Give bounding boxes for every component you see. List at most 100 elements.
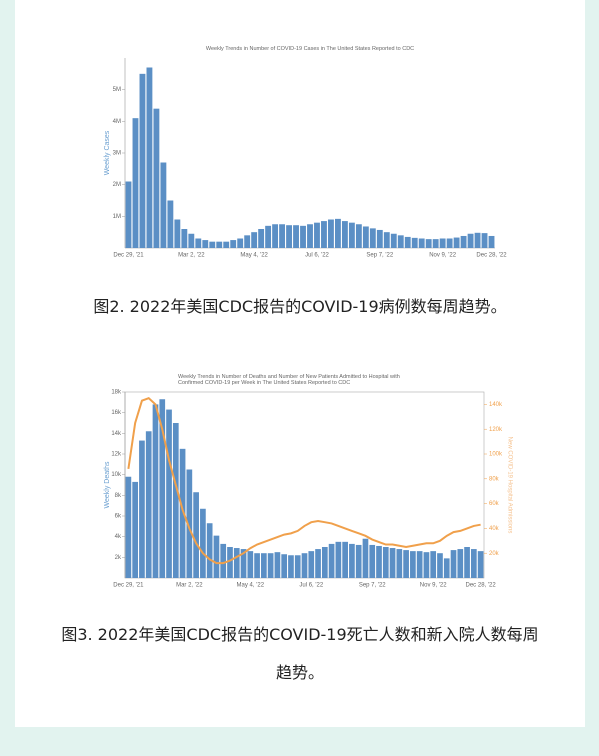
y-tick-label: 5M xyxy=(113,87,121,93)
bar xyxy=(220,543,227,578)
bar xyxy=(125,476,132,578)
x-tick-label: Mar 2, '22 xyxy=(178,253,205,259)
bar xyxy=(139,73,146,248)
x-tick-label: May 4, '22 xyxy=(240,253,268,259)
y2-tick-label: 120k xyxy=(489,427,503,433)
bar xyxy=(233,548,240,578)
x-tick-label: Jul 6, '22 xyxy=(305,253,329,259)
bar xyxy=(152,404,159,578)
bar xyxy=(348,222,355,248)
y-tick-label: 2M xyxy=(113,182,121,188)
bar xyxy=(145,431,152,578)
bar xyxy=(355,544,362,578)
bar xyxy=(213,535,220,578)
bar xyxy=(450,550,457,578)
bar xyxy=(166,409,172,578)
line xyxy=(127,397,481,565)
bar xyxy=(423,552,430,578)
bar xyxy=(430,551,437,578)
bar xyxy=(314,222,320,248)
bar xyxy=(481,233,488,248)
bar xyxy=(244,235,251,248)
bar xyxy=(160,162,167,248)
bar xyxy=(315,549,321,578)
x-tick-label: Nov 9, '22 xyxy=(429,253,456,259)
bar xyxy=(396,549,403,578)
bar xyxy=(397,235,404,248)
bar xyxy=(488,235,495,248)
bar xyxy=(376,229,383,248)
bar xyxy=(272,224,279,248)
bar xyxy=(411,237,418,248)
bar xyxy=(247,551,254,578)
bar xyxy=(404,236,411,248)
bar xyxy=(195,238,202,248)
bar xyxy=(383,232,390,248)
bar xyxy=(369,228,376,248)
article-panel xyxy=(15,0,585,727)
bar xyxy=(265,225,272,248)
bar xyxy=(139,440,145,578)
bar xyxy=(308,551,315,578)
x-tick-label: Dec 29, '21 xyxy=(113,583,144,589)
plot-frame xyxy=(124,391,485,579)
y-tick-label: 1M xyxy=(113,214,121,220)
bar xyxy=(286,225,292,248)
y2-tick-label: 100k xyxy=(489,452,503,458)
figure-caption: 图3. 2022年美国CDC报告的COVID-19死亡人数和新入院人数每周趋势。 xyxy=(61,625,539,682)
y-tick-label: 10k xyxy=(111,472,122,478)
bar xyxy=(193,492,199,578)
bar xyxy=(362,226,369,248)
bar xyxy=(206,523,213,578)
bar xyxy=(181,229,188,248)
bar xyxy=(474,232,481,248)
bar xyxy=(237,238,244,248)
bar xyxy=(216,241,223,248)
bar xyxy=(321,547,328,578)
x-tick-label: Dec 28, '22 xyxy=(476,253,507,259)
bar xyxy=(439,238,446,248)
bar xyxy=(146,67,153,248)
bar xyxy=(274,552,281,578)
bar xyxy=(301,553,308,578)
bar xyxy=(443,558,450,578)
y-tick-label: 3M xyxy=(113,151,121,157)
bar xyxy=(477,551,484,578)
bar xyxy=(167,200,174,248)
bar xyxy=(209,241,216,248)
bar xyxy=(335,541,342,578)
bar xyxy=(389,548,396,578)
bar xyxy=(258,229,265,248)
y2-tick-label: 80k xyxy=(489,476,500,482)
x-tick-label: Jul 6, '22 xyxy=(299,583,323,589)
y-tick-label: 6k xyxy=(115,514,122,520)
bar xyxy=(376,545,382,578)
bar xyxy=(279,224,286,248)
bar xyxy=(179,448,186,578)
bar xyxy=(418,238,425,248)
bar xyxy=(188,233,195,248)
bar xyxy=(186,469,193,578)
bar xyxy=(132,118,139,249)
y2-axis-label: New COVID-19 Hospital Admissions xyxy=(506,437,512,534)
y-tick-label: 8k xyxy=(115,493,122,499)
bar xyxy=(425,239,432,248)
bar xyxy=(453,237,460,248)
bar xyxy=(328,219,334,248)
bar xyxy=(446,238,453,248)
bar xyxy=(293,225,299,248)
bar xyxy=(300,225,306,248)
y2-tick-label: 40k xyxy=(489,526,500,532)
y2-tick-label: 20k xyxy=(489,551,500,557)
bar xyxy=(403,550,409,578)
bar xyxy=(125,181,132,248)
bar xyxy=(254,553,260,578)
bar xyxy=(321,221,327,248)
y2-tick-label: 60k xyxy=(489,501,500,507)
bar xyxy=(341,221,348,248)
y-tick-label: 2k xyxy=(115,555,122,561)
y-tick-label: 16k xyxy=(111,410,122,416)
bar xyxy=(334,218,341,248)
bar xyxy=(172,423,179,578)
